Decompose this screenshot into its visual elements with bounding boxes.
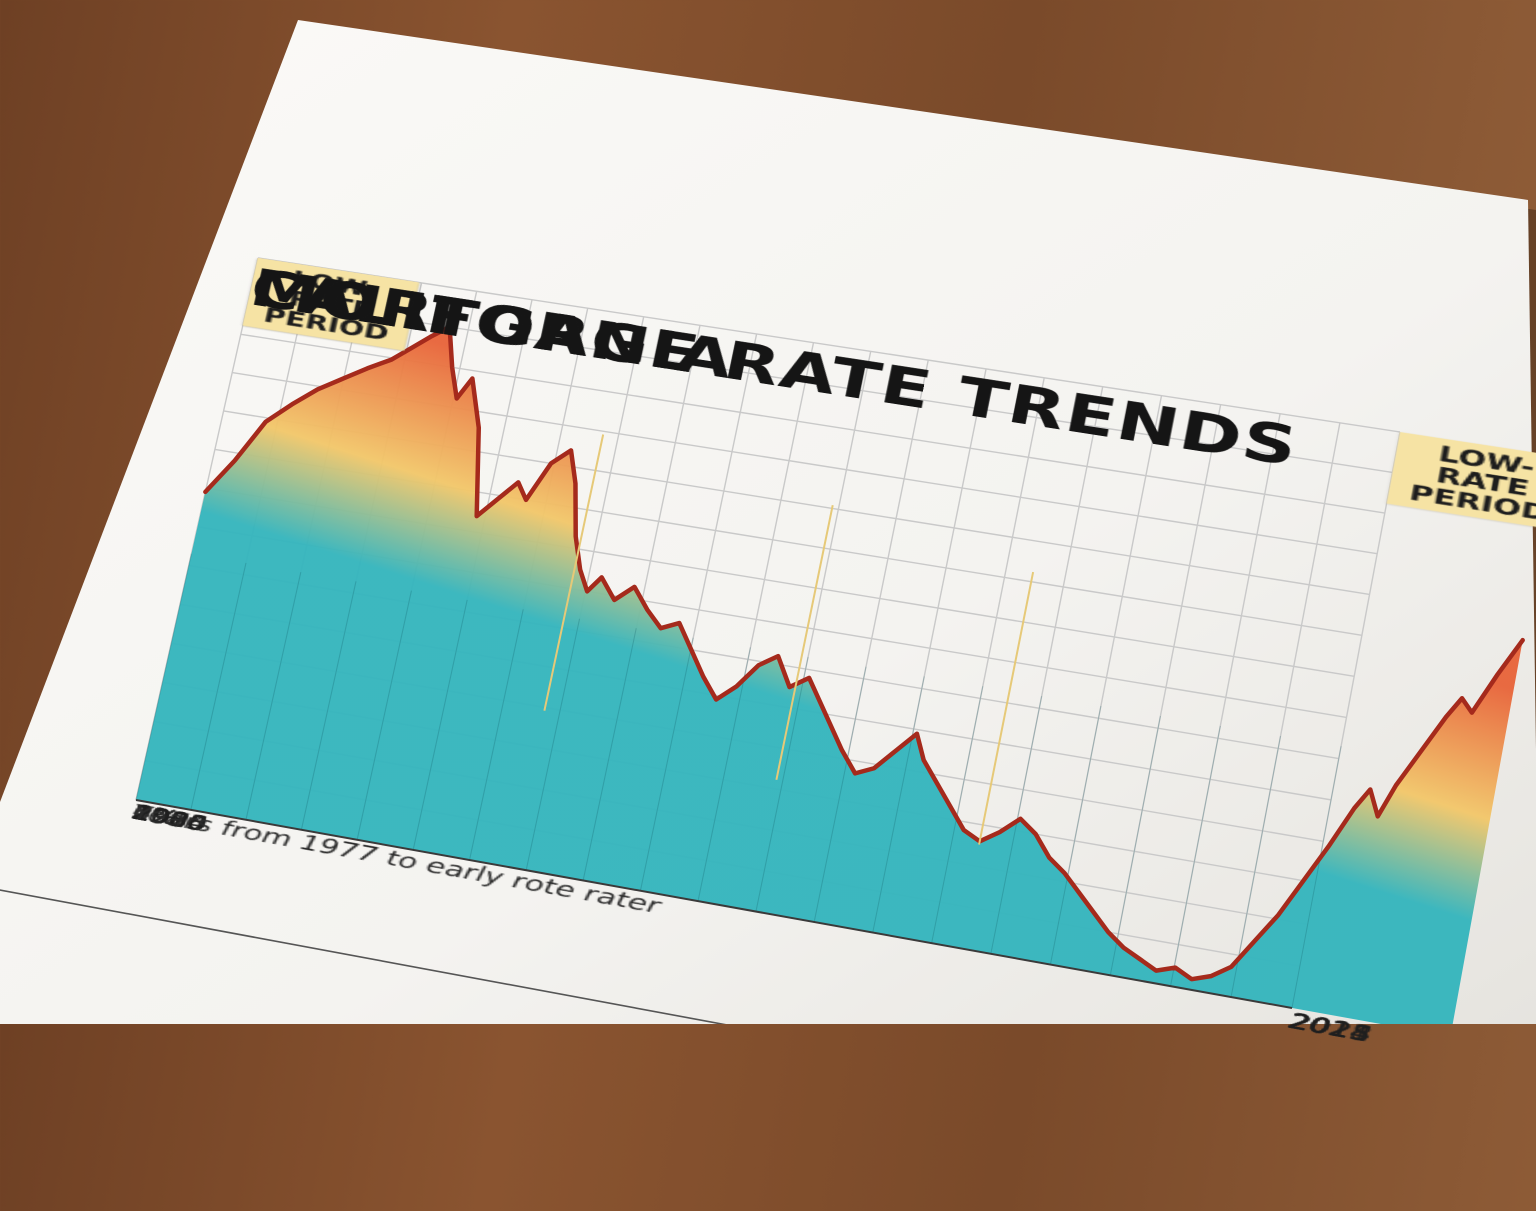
x-tick-label: 2021 [966, 1053, 1050, 1092]
x-tick-label: 2024 [1094, 1096, 1179, 1135]
x-tick-label: 2018 [857, 1024, 940, 1062]
